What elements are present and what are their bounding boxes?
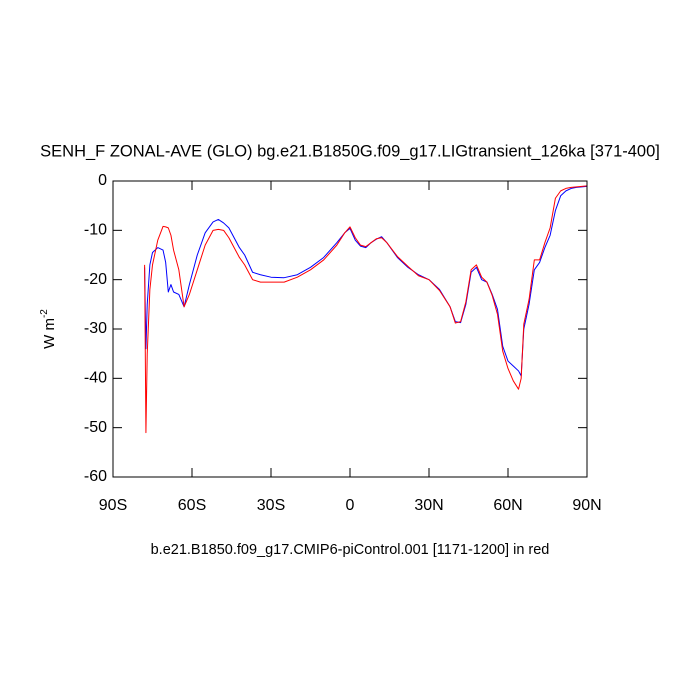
- y-tick-label: -20: [84, 271, 107, 288]
- y-tick-label: -50: [84, 419, 107, 436]
- y-tick-label: -60: [84, 468, 107, 485]
- y-tick-label: -30: [84, 320, 107, 337]
- y-tick-label: -40: [84, 370, 107, 387]
- y-tick-label: -10: [84, 222, 107, 239]
- x-tick-label: 30N: [414, 497, 443, 514]
- x-tick-label: 60N: [493, 497, 522, 514]
- x-tick-label: 0: [346, 497, 355, 514]
- chart-title: SENH_F ZONAL-AVE (GLO) bg.e21.B1850G.f09…: [40, 142, 660, 160]
- y-label-sup: -2: [39, 309, 50, 318]
- y-label-text: W m: [41, 318, 58, 349]
- y-tick-label: 0: [98, 172, 107, 189]
- x-tick-label: 60S: [178, 497, 206, 514]
- data-line: [144, 185, 588, 434]
- x-tick-label: 30S: [257, 497, 285, 514]
- x-tick-label: 90N: [572, 497, 601, 514]
- x-tick-label: 90S: [99, 497, 127, 514]
- chart-subtitle: b.e21.B1850.f09_g17.CMIP6-piControl.001 …: [151, 542, 550, 558]
- y-axis-label: W m-2: [39, 309, 58, 349]
